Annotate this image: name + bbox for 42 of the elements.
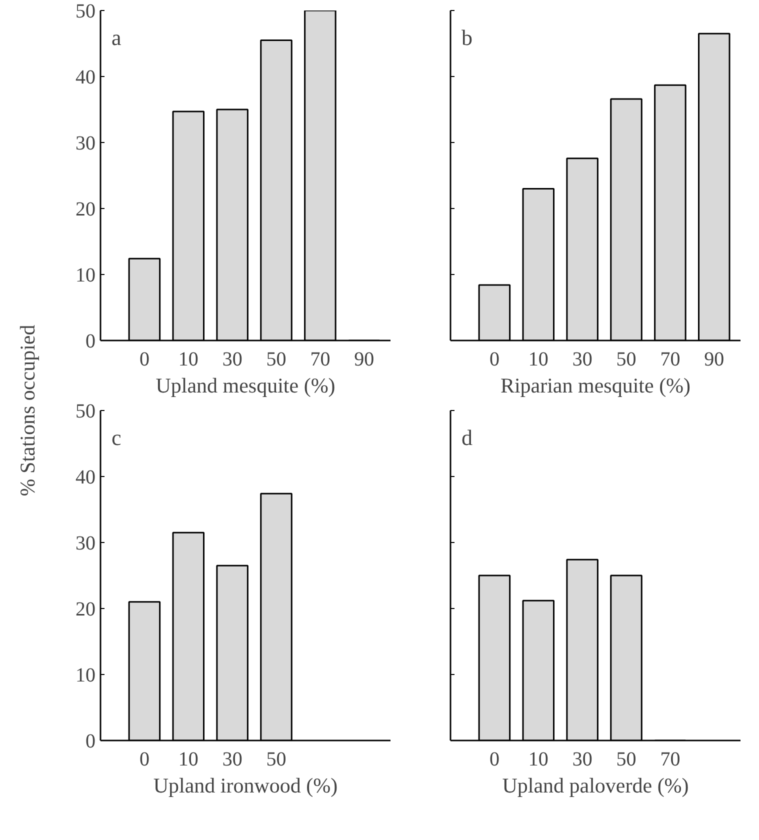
y-tick-label: 20 <box>76 198 96 220</box>
y-tick-label: 0 <box>86 330 96 352</box>
x-tick-label: 0 <box>139 348 150 370</box>
y-tick-label: 10 <box>76 264 96 286</box>
y-tick-label: 40 <box>76 66 96 88</box>
x-tick-label: 10 <box>528 748 548 770</box>
x-tick-label: 50 <box>266 348 286 370</box>
x-tick-label: 30 <box>222 348 242 370</box>
x-tick-label: 70 <box>310 348 330 370</box>
annotation: b <box>461 25 472 50</box>
x-tick-label: 0 <box>489 348 500 370</box>
x-axis-title: Upland mesquite (%) <box>156 374 336 398</box>
x-axis-title: Upland paloverde (%) <box>502 774 689 798</box>
y-tick-label: 20 <box>76 598 96 620</box>
y-tick-label: 30 <box>76 532 96 554</box>
x-tick-label: 10 <box>178 348 198 370</box>
y-tick-label: 10 <box>76 664 96 686</box>
x-tick-label: 30 <box>572 748 592 770</box>
x-tick-label: 10 <box>528 348 548 370</box>
y-tick-label: 40 <box>76 466 96 488</box>
x-axis-title: Upland ironwood (%) <box>153 774 338 798</box>
x-tick-label: 70 <box>660 748 680 770</box>
x-tick-label: 10 <box>178 748 198 770</box>
text: c <box>111 425 122 450</box>
annotation: a <box>111 25 122 50</box>
x-tick-label: 0 <box>489 748 500 770</box>
y-tick-label: 50 <box>76 0 96 22</box>
x-tick-label: 90 <box>354 348 374 370</box>
y-tick-label: 30 <box>76 132 96 154</box>
x-axis-title: Riparian mesquite (%) <box>500 374 691 398</box>
x-tick-label: 0 <box>139 748 150 770</box>
x-tick-label: 70 <box>660 348 680 370</box>
y-axis-title: % Stations occupied <box>16 324 40 496</box>
x-tick-label: 30 <box>222 748 242 770</box>
x-tick-label: 50 <box>616 748 636 770</box>
x-tick-label: 90 <box>704 348 724 370</box>
x-tick-label: 50 <box>266 748 286 770</box>
y-tick-label: 50 <box>76 400 96 422</box>
x-tick-label: 50 <box>616 348 636 370</box>
x-tick-label: 30 <box>572 348 592 370</box>
y-tick-label: 0 <box>86 730 96 752</box>
annotation: d <box>461 425 472 450</box>
